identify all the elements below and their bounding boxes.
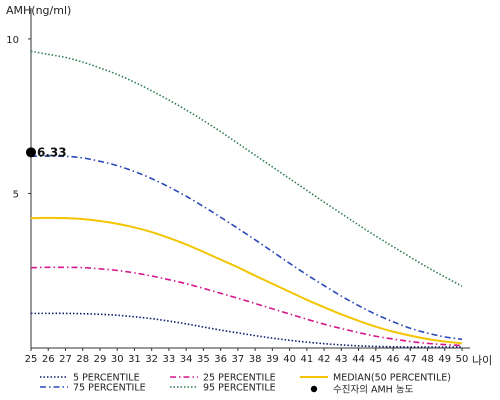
axes: AMH(ng/ml) 나이 — [6, 4, 492, 367]
tick-labels: 25 26 27 28 29 30 31 32 33 34 35 36 37 38 39 40 41 42 43 44… — [6, 35, 468, 365]
x-tick-label: 49 — [438, 354, 451, 365]
x-tick-label: 47 — [404, 354, 417, 365]
x-tick-label: 27 — [59, 354, 72, 365]
x-tick-label: 44 — [352, 354, 365, 365]
x-tick-label: 29 — [94, 354, 107, 365]
x-tick-label: 37 — [232, 354, 245, 365]
legend-label-2: MEDIAN(50 PERCENTILE) — [333, 373, 451, 384]
x-tick-label: 34 — [180, 354, 193, 365]
y-tick-label: 10 — [6, 35, 19, 46]
series-line-0 — [30, 312, 462, 348]
x-tick-label: 48 — [421, 354, 434, 365]
x-tick-label: 40 — [283, 354, 296, 365]
x-tick-label: 32 — [145, 354, 158, 365]
series-line-4 — [30, 50, 463, 287]
x-tick-label: 38 — [249, 354, 262, 365]
series-line-2 — [30, 216, 463, 345]
x-tick-label: 42 — [318, 354, 331, 365]
patient-amh-point — [26, 147, 36, 158]
x-tick-label: 43 — [335, 354, 348, 365]
series-line-1 — [30, 266, 463, 347]
x-tick-label: 39 — [266, 354, 279, 365]
legend-label-4: 95 PERCENTILE — [203, 383, 276, 394]
patient-amh-value: 6.33 — [37, 145, 67, 159]
series-lines — [30, 50, 463, 348]
legend-swatch-patient — [310, 385, 318, 393]
legend-label-1: 25 PERCENTILE — [203, 373, 276, 384]
x-axis-label: 나이 — [472, 354, 492, 367]
patient-marker: 6.33 — [26, 145, 67, 159]
y-axis-label: AMH(ng/ml) — [6, 4, 71, 17]
x-tick-label: 41 — [300, 354, 313, 365]
x-tick-label: 31 — [128, 354, 141, 365]
x-tick-label: 28 — [76, 354, 89, 365]
legend-label-3: 75 PERCENTILE — [73, 383, 146, 394]
x-tick-label: 46 — [387, 354, 400, 365]
legend-label-0: 5 PERCENTILE — [73, 373, 140, 384]
series-line-3 — [30, 155, 463, 341]
x-tick-label: 45 — [369, 354, 382, 365]
x-tick-label: 35 — [197, 354, 210, 365]
x-tick-label: 36 — [214, 354, 227, 365]
x-tick-label: 50 — [456, 354, 469, 365]
x-tick-label: 25 — [25, 354, 38, 365]
y-tick-label: 5 — [13, 189, 19, 200]
legend-label-patient: 수진자의 AMH 농도 — [333, 385, 414, 396]
x-tick-label: 26 — [42, 354, 55, 365]
x-tick-label: 30 — [111, 354, 124, 365]
legend: 5 PERCENTILE 25 PERCENTILE MEDIAN(50 PERCE… — [40, 373, 451, 396]
x-tick-label: 33 — [163, 354, 176, 365]
